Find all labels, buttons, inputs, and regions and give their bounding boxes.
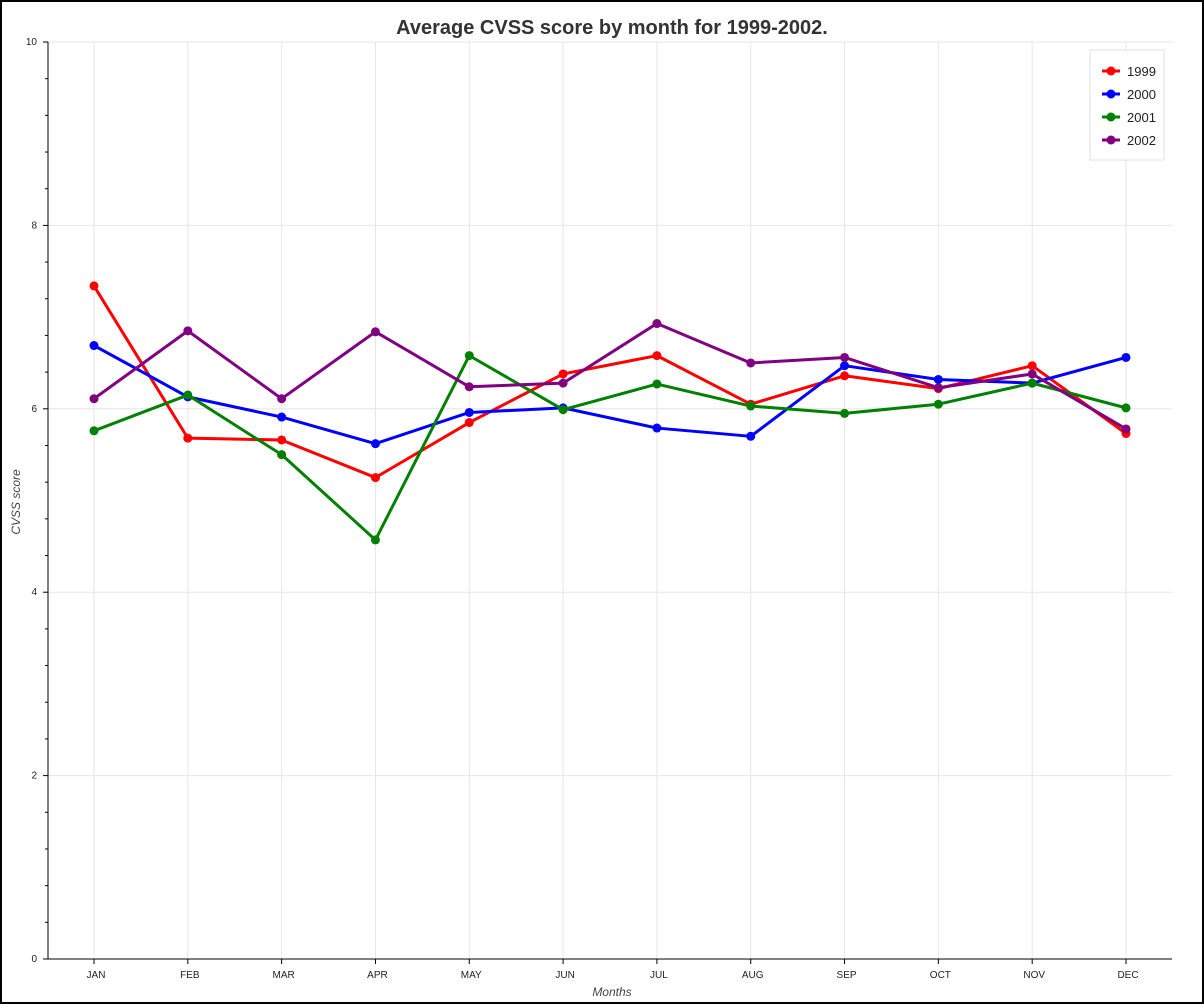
data-point[interactable] xyxy=(746,431,756,441)
y-tick-label: 2 xyxy=(31,771,37,782)
data-point[interactable] xyxy=(840,361,850,371)
grid xyxy=(48,41,1172,960)
data-point[interactable] xyxy=(464,351,474,361)
data-point[interactable] xyxy=(1121,424,1131,434)
x-tick-label: OCT xyxy=(930,970,951,981)
data-point[interactable] xyxy=(370,327,380,337)
data-point[interactable] xyxy=(1027,361,1037,371)
data-point[interactable] xyxy=(89,341,99,351)
data-point[interactable] xyxy=(652,423,662,433)
data-point[interactable] xyxy=(277,394,287,404)
data-point[interactable] xyxy=(89,426,99,436)
data-point[interactable] xyxy=(652,319,662,329)
data-point[interactable] xyxy=(1121,403,1131,413)
data-point[interactable] xyxy=(370,473,380,483)
legend-item-2002[interactable]: 2002 xyxy=(1102,133,1156,148)
series-2002 xyxy=(89,319,1131,434)
data-point[interactable] xyxy=(370,535,380,545)
legend-swatch-marker xyxy=(1106,89,1116,99)
data-point[interactable] xyxy=(652,351,662,361)
data-point[interactable] xyxy=(277,450,287,460)
data-point[interactable] xyxy=(652,379,662,389)
data-point[interactable] xyxy=(89,281,99,291)
data-point[interactable] xyxy=(840,408,850,418)
y-tick-label: 4 xyxy=(31,587,37,598)
legend-box xyxy=(1089,49,1165,161)
x-tick-label: AUG xyxy=(742,970,764,981)
data-point[interactable] xyxy=(1027,369,1037,379)
legend: 1999 2000 2001 2002 xyxy=(1089,49,1165,161)
data-point[interactable] xyxy=(370,439,380,449)
data-point[interactable] xyxy=(746,401,756,411)
data-point[interactable] xyxy=(558,369,568,379)
chart-title: Average CVSS score by month for 1999-200… xyxy=(396,17,828,39)
series-line xyxy=(93,344,1127,446)
series-line xyxy=(93,322,1127,431)
data-point[interactable] xyxy=(464,407,474,417)
x-tick-label: JAN xyxy=(87,970,106,981)
data-point[interactable] xyxy=(89,394,99,404)
x-tick-label: JUN xyxy=(555,970,574,981)
data-point[interactable] xyxy=(933,374,943,384)
data-point[interactable] xyxy=(464,382,474,392)
data-point[interactable] xyxy=(746,358,756,368)
data-point[interactable] xyxy=(464,418,474,428)
data-point[interactable] xyxy=(933,383,943,393)
y-axis-title: CVSS score xyxy=(9,469,23,535)
series-group xyxy=(89,281,1131,545)
y-tick-label: 0 xyxy=(31,954,37,965)
data-point[interactable] xyxy=(840,352,850,362)
legend-swatch-marker xyxy=(1106,135,1116,145)
x-tick-label: MAY xyxy=(461,970,482,981)
x-tick-label: JUL xyxy=(650,970,668,981)
x-tick-label: SEP xyxy=(837,970,857,981)
axes: 0 2 4 6 8 10 JAN FEB MAR APR MAY JUN JUL AUG SEP OCT NOV… xyxy=(26,37,1172,981)
data-point[interactable] xyxy=(277,412,287,422)
data-point[interactable] xyxy=(183,326,193,336)
data-point[interactable] xyxy=(558,405,568,415)
series-line xyxy=(93,354,1127,542)
data-point[interactable] xyxy=(840,371,850,381)
data-point[interactable] xyxy=(558,378,568,388)
x-tick-label: MAR xyxy=(273,970,295,981)
y-tick-label: 6 xyxy=(31,404,37,415)
x-axis-title: Months xyxy=(592,985,631,999)
legend-label: 1999 xyxy=(1127,64,1156,79)
data-point[interactable] xyxy=(183,433,193,443)
legend-swatch-marker xyxy=(1106,66,1116,76)
legend-item-1999[interactable]: 1999 xyxy=(1102,64,1156,79)
legend-label: 2001 xyxy=(1127,110,1156,125)
x-tick-label: APR xyxy=(367,970,388,981)
legend-swatch-marker xyxy=(1106,112,1116,122)
legend-label: 2002 xyxy=(1127,133,1156,148)
legend-item-2001[interactable]: 2001 xyxy=(1102,110,1156,125)
data-point[interactable] xyxy=(1027,378,1037,388)
y-tick-label: 10 xyxy=(26,37,38,48)
x-tick-label: FEB xyxy=(180,970,200,981)
data-point[interactable] xyxy=(1121,352,1131,362)
x-tick-label: DEC xyxy=(1117,970,1138,981)
series-2001 xyxy=(89,351,1131,545)
x-tick-label: NOV xyxy=(1023,970,1045,981)
legend-item-2000[interactable]: 2000 xyxy=(1102,87,1156,102)
y-tick-label: 8 xyxy=(31,220,37,231)
data-point[interactable] xyxy=(933,399,943,409)
data-point[interactable] xyxy=(277,435,287,445)
legend-label: 2000 xyxy=(1127,87,1156,102)
data-point[interactable] xyxy=(183,390,193,400)
